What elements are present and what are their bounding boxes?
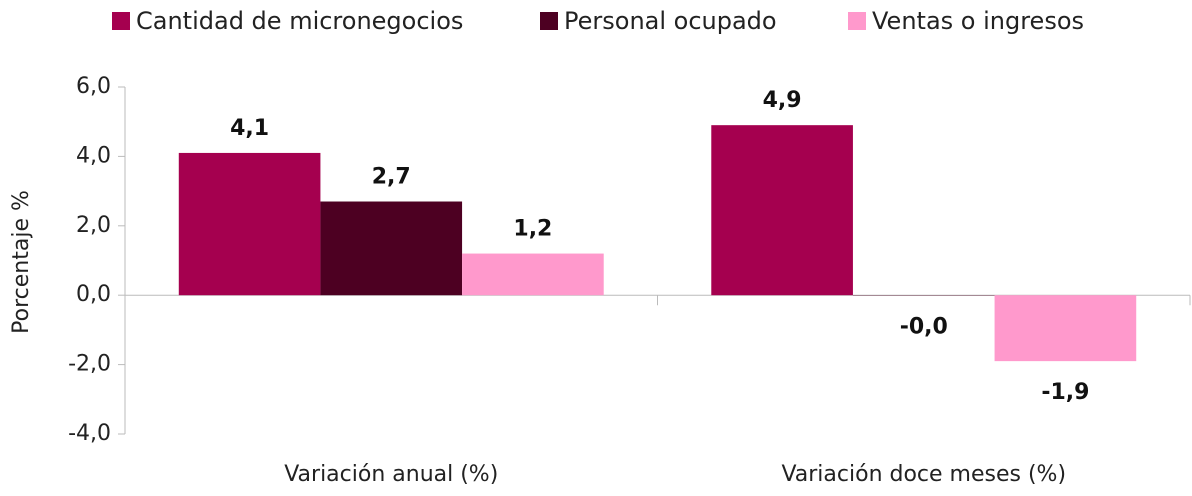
bar — [178, 152, 321, 296]
legend-swatch — [848, 12, 866, 30]
y-tick-label: 2,0 — [76, 213, 111, 238]
y-tick-label: 0,0 — [76, 282, 111, 307]
y-tick-label: 4,0 — [76, 143, 111, 168]
y-tick-label: -4,0 — [68, 421, 111, 446]
value-label: 2,7 — [372, 165, 411, 190]
y-tick-label: -2,0 — [68, 352, 111, 377]
value-label: -0,0 — [900, 315, 948, 340]
value-label: -1,9 — [1041, 380, 1089, 405]
legend-label: Ventas o ingresos — [872, 7, 1084, 35]
y-tick-label: 6,0 — [76, 74, 111, 99]
legend-swatch — [540, 12, 558, 30]
bar — [994, 295, 1137, 362]
legend-label: Personal ocupado — [564, 7, 777, 35]
value-label: 4,9 — [763, 88, 802, 113]
x-tick-label: Variación doce meses (%) — [781, 462, 1066, 487]
bar — [462, 253, 604, 296]
value-label: 4,1 — [230, 116, 269, 141]
value-label: 1,2 — [513, 217, 552, 242]
x-tick-label: Variación anual (%) — [284, 462, 498, 487]
bar — [320, 201, 463, 296]
legend-label: Cantidad de micronegocios — [136, 7, 463, 35]
legend-swatch — [112, 12, 130, 30]
bar — [711, 125, 853, 296]
y-axis-label: Porcentaje % — [9, 190, 34, 334]
